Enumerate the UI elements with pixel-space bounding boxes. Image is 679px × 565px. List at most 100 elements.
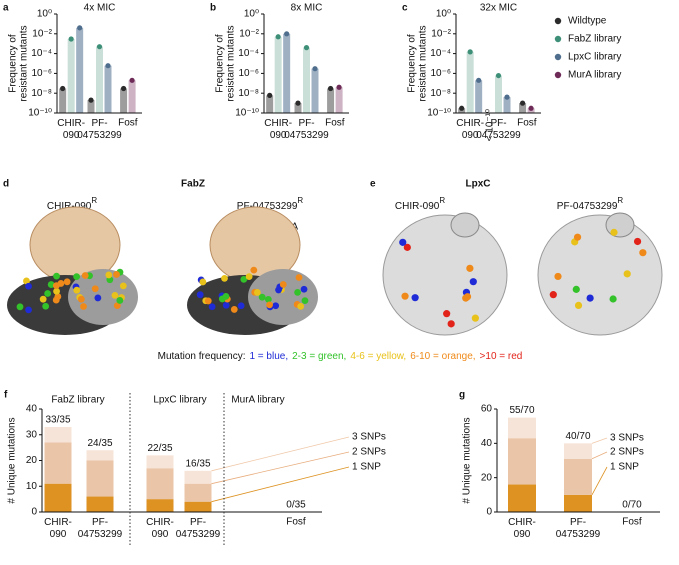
point <box>275 34 281 40</box>
mutation-site <box>111 292 119 299</box>
chart-title: 4x MIC <box>84 3 116 14</box>
mutation-site <box>222 301 230 309</box>
mutation-site <box>47 281 55 288</box>
mutation-site <box>116 297 124 304</box>
mutation-site <box>222 292 230 300</box>
bar-segment <box>184 483 212 502</box>
mutation-site <box>295 274 303 281</box>
bar <box>311 68 319 113</box>
mutation-site <box>401 292 409 300</box>
superscript: R <box>617 196 623 205</box>
structure-label: PF-04753299R <box>237 196 304 212</box>
point <box>77 25 83 31</box>
y-axis-label: # Unique mutations <box>7 417 18 503</box>
mutation-site <box>300 285 308 293</box>
protein-chain-a <box>248 269 318 325</box>
x-tick-label: CHIR-090 <box>508 517 536 540</box>
superscript: R <box>91 196 97 205</box>
bar <box>274 36 282 113</box>
point <box>105 63 111 69</box>
y-tick-label: 0 <box>31 507 37 518</box>
panel-label: d <box>3 179 9 190</box>
point <box>295 100 301 106</box>
mutation-site <box>237 302 245 310</box>
legend-label: 2 SNPs <box>610 447 644 458</box>
legend-label: LpxC library <box>568 52 621 63</box>
mutation-site <box>196 291 204 299</box>
y-axis-label: # Unique mutations <box>462 417 473 503</box>
legend-leader <box>591 466 608 496</box>
x-tick-label: CHIR-090 <box>264 118 292 141</box>
mutation-site <box>301 297 309 304</box>
mutation-site <box>469 278 477 286</box>
bar <box>59 88 67 113</box>
mutation-site <box>25 282 32 290</box>
mutation-site <box>119 282 127 290</box>
mutation-site <box>572 285 580 293</box>
mutation-site <box>25 306 32 314</box>
mutation-site <box>52 282 60 290</box>
y-axis-label: Frequency of <box>407 34 418 93</box>
legend-label: 3 SNPs <box>610 433 644 444</box>
mutation-site <box>279 281 287 288</box>
bar-segment <box>564 494 592 512</box>
x-tick-label: Fosf <box>118 118 138 129</box>
x-tick-label: PF-04753299 <box>78 517 123 540</box>
mutation-site <box>609 295 617 303</box>
y-tick-label: 10⁻¹⁰ <box>28 108 52 119</box>
mutation-site <box>549 291 557 299</box>
legend-label: 1 SNP <box>610 462 639 473</box>
mutation-site <box>113 271 120 278</box>
mutation-key: Mutation frequency: 1 = blue, 2-3 = green,… <box>158 351 523 362</box>
point <box>495 72 502 79</box>
x-tick-label: CHIR-090 <box>146 517 174 540</box>
mutation-site <box>586 294 594 302</box>
y-tick-label: 10⁰ <box>244 9 259 20</box>
structure-name: CHIR-090 <box>395 201 440 212</box>
y-tick-label: 10⁻⁴ <box>238 48 259 59</box>
x-tick-label: Fosf <box>286 517 306 528</box>
panel-title: LpxC <box>466 179 491 190</box>
protein-helix <box>605 212 635 238</box>
panel-label: e <box>370 179 376 190</box>
mutation-site <box>80 303 87 310</box>
legend-label: MurA library <box>568 70 621 81</box>
bar-segment <box>146 499 174 512</box>
x-tick-label: PF-04753299 <box>556 517 601 540</box>
mutation-site <box>44 290 52 297</box>
bar <box>283 33 291 113</box>
bar <box>87 100 95 113</box>
bar <box>104 65 112 113</box>
mutation-site <box>266 301 273 309</box>
mutation-site <box>471 314 479 322</box>
bar <box>519 103 527 113</box>
x-tick-label: Fosf <box>622 517 642 528</box>
group-label: LpxC library <box>153 395 206 406</box>
legend-label: 2 SNPs <box>352 447 386 458</box>
point <box>459 105 465 111</box>
mutation-site <box>208 303 216 311</box>
y-tick-label: 10⁻² <box>239 28 259 39</box>
y-tick-label: 10⁻² <box>32 28 52 39</box>
point <box>129 77 135 83</box>
bar-segment <box>184 501 212 512</box>
bar-segment <box>86 460 114 497</box>
point <box>120 85 127 92</box>
bar <box>495 75 502 113</box>
mutation-site <box>294 288 301 296</box>
mutation-site <box>264 295 272 303</box>
mutation-site <box>63 278 71 286</box>
key-item: 1 = blue, <box>249 351 288 362</box>
point <box>327 85 334 92</box>
mutation-site <box>253 289 261 296</box>
point <box>519 100 526 106</box>
chart-title: 8x MIC <box>291 3 323 14</box>
superscript: R <box>439 196 445 205</box>
bar-segment <box>86 450 114 461</box>
mutation-site <box>23 277 30 285</box>
panel-label: b <box>210 3 216 14</box>
total-label: 55/70 <box>509 405 534 416</box>
mutation-site <box>113 302 121 310</box>
y-axis-label: resistant mutants <box>226 25 237 101</box>
bar <box>96 46 103 113</box>
